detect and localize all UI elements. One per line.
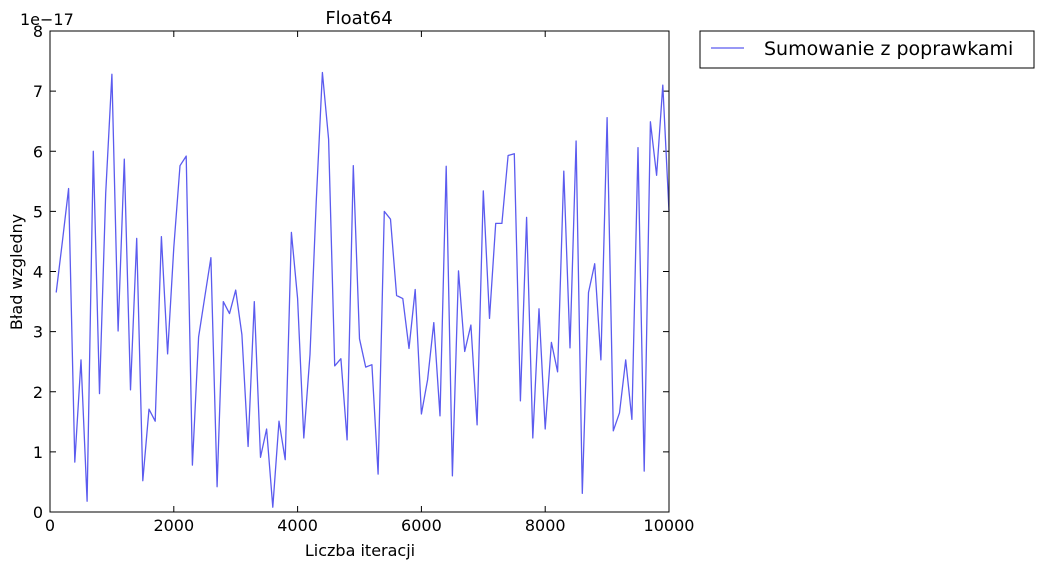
y-tick-label: 8 xyxy=(33,22,43,41)
plot-frame xyxy=(49,30,670,513)
series-layer xyxy=(55,71,670,508)
x-tick-label: 8000 xyxy=(525,516,566,535)
x-tick-label: 10000 xyxy=(644,516,695,535)
legend-label: Sumowanie z poprawkami xyxy=(764,38,1013,60)
y-offset-label: 1e−17 xyxy=(20,10,74,29)
y-tick-label: 2 xyxy=(33,383,43,402)
chart-title: Float64 xyxy=(325,8,392,29)
x-axis-ticks: 0 2000 4000 6000 8000 10000 xyxy=(45,31,695,535)
y-axis-ticks: 0 1 2 3 4 5 6 7 8 xyxy=(33,22,669,522)
y-tick-label: 5 xyxy=(33,202,43,221)
legend-box xyxy=(699,30,1035,69)
x-axis-title: Liczba iteracji xyxy=(305,541,415,560)
y-tick-label: 3 xyxy=(33,323,43,342)
x-tick-label: 0 xyxy=(45,516,55,535)
legend: Sumowanie z poprawkami xyxy=(699,30,1035,69)
y-tick-label: 1 xyxy=(33,443,43,462)
y-tick-label: 0 xyxy=(33,503,43,522)
series-line xyxy=(55,71,670,508)
y-tick-label: 4 xyxy=(33,263,43,282)
y-tick-label: 7 xyxy=(33,82,43,101)
x-tick-label: 4000 xyxy=(277,516,318,535)
x-tick-label: 6000 xyxy=(401,516,442,535)
x-tick-label: 2000 xyxy=(153,516,194,535)
y-axis-title: Bład wzgledny xyxy=(7,214,26,330)
y-tick-label: 6 xyxy=(33,142,43,161)
